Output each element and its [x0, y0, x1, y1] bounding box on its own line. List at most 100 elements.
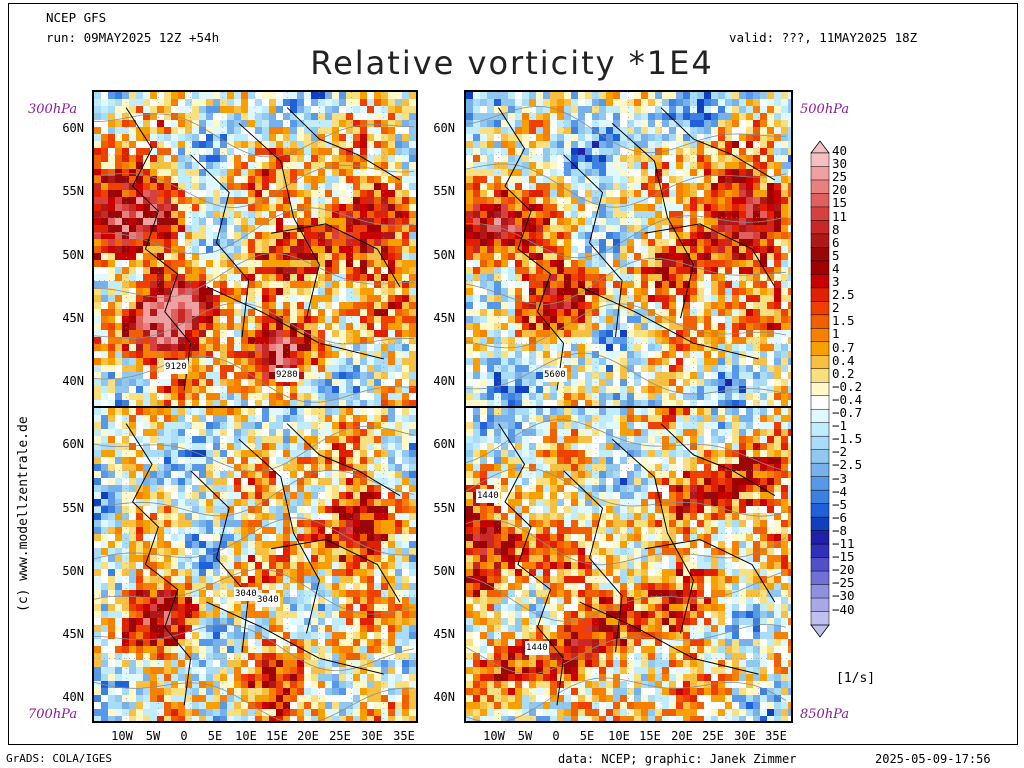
colorbar-label: −40: [832, 601, 855, 617]
latitude-tick-label: 60N: [62, 121, 84, 135]
longitude-tick-label: 10W: [111, 729, 133, 743]
colorbar-label: −0.2: [832, 378, 863, 394]
vorticity-field: [94, 408, 416, 721]
colorbar-label: −4: [832, 483, 848, 499]
colorbar-swatch: [810, 260, 830, 275]
software-credit: GrADS: COLA/IGES: [6, 752, 112, 765]
border-line: [498, 107, 565, 391]
colorbar-swatch: [810, 233, 830, 248]
border-line: [563, 470, 623, 653]
colorbar-label: −2: [832, 444, 848, 460]
border-line: [190, 470, 250, 653]
colorbar-swatch: [810, 530, 830, 545]
level-label-700: 700hPa: [28, 707, 78, 722]
colorbar-swatch: [810, 314, 830, 329]
colorbar-label: −1.5: [832, 431, 863, 447]
colorbar-swatch: [810, 341, 830, 356]
colorbar-label: −6: [832, 509, 848, 525]
colorbar-label: −11: [832, 536, 855, 551]
latitude-tick-label: 55N: [62, 501, 84, 515]
colorbar-max-arrow: [810, 140, 830, 154]
latitude-tick-label: 40N: [433, 374, 455, 388]
colorbar-label: 8: [832, 221, 840, 237]
height-contour: [466, 352, 787, 395]
contour-label: 3040: [256, 593, 280, 607]
latitude-tick-label: 60N: [433, 437, 455, 451]
height-contour: [94, 568, 415, 615]
height-contour: [466, 624, 787, 675]
border-line: [271, 223, 401, 287]
longitude-tick-label: 30E: [734, 729, 756, 743]
colorbar-label: −8: [832, 522, 848, 538]
colorbar-swatch: [810, 152, 830, 168]
height-contour: [466, 519, 787, 566]
colorbar-units: [1/s]: [836, 671, 876, 686]
border-line: [286, 423, 401, 497]
latitude-tick-label: 55N: [433, 184, 455, 198]
border-line: [660, 107, 776, 181]
colorbar-label: −30: [832, 588, 855, 604]
website-credit: (c) www.modellzentrale.de: [16, 416, 31, 612]
vorticity-field: [466, 408, 791, 721]
longitude-tick-label: 0: [552, 729, 560, 743]
vorticity-field: [94, 92, 416, 406]
colorbar-swatch: [810, 287, 830, 302]
timestamp: 2025-05-09-17:56: [875, 752, 991, 766]
colorbar-swatch: [810, 301, 830, 316]
colorbar-label: −25: [832, 575, 855, 591]
height-contour: [466, 215, 787, 259]
border-line: [498, 423, 565, 706]
colorbar-label: −5: [832, 496, 848, 512]
height-contour: [94, 624, 415, 672]
border-line: [190, 154, 250, 337]
height-contour: [94, 207, 415, 255]
colorbar-swatch: [810, 274, 830, 289]
height-contour: [94, 164, 415, 208]
latitude-tick-label: 45N: [62, 311, 84, 325]
colorbar-label: 11: [832, 208, 848, 224]
colorbar-label: −3: [832, 470, 848, 486]
border-line: [660, 423, 776, 497]
border-line: [563, 154, 623, 337]
colorbar-label: 2: [832, 300, 840, 316]
colorbar-swatch: [810, 557, 830, 572]
colorbar-label: 40: [832, 143, 848, 158]
map-panel-700hpa: [92, 406, 418, 723]
height-contour: [94, 469, 415, 517]
contour-label: 3040: [234, 587, 258, 601]
colorbar-swatch: [810, 503, 830, 518]
colorbar-label: −1: [832, 418, 848, 434]
colorbar-label: 30: [832, 156, 848, 172]
colorbar-swatch: [810, 543, 830, 559]
colorbar-swatch: [810, 435, 830, 451]
longitude-tick-label: 15E: [639, 729, 661, 743]
colorbar-swatch: [810, 395, 830, 410]
latitude-tick-label: 50N: [62, 564, 84, 578]
colorbar-label: −20: [832, 562, 855, 578]
longitude-tick-label: 30E: [361, 729, 383, 743]
colorbar-swatch: [810, 220, 830, 235]
colorbar-label: 1: [832, 326, 840, 342]
height-contour: [466, 257, 787, 305]
colorbar: [810, 140, 830, 638]
map-panel-850hpa: [464, 406, 793, 723]
colorbar-label: −15: [832, 549, 855, 565]
model-name: NCEP GFS: [46, 10, 107, 25]
longitude-tick-label: 25E: [702, 729, 724, 743]
colorbar-swatch: [810, 462, 830, 478]
longitude-tick-label: 10E: [235, 729, 257, 743]
latitude-tick-label: 50N: [62, 248, 84, 262]
latitude-tick-label: 40N: [62, 374, 84, 388]
height-contour: [94, 253, 415, 298]
longitude-tick-label: 5E: [579, 729, 595, 743]
colorbar-swatch: [810, 516, 830, 532]
border-line: [644, 538, 776, 603]
latitude-tick-label: 50N: [433, 564, 455, 578]
colorbar-swatch: [810, 570, 830, 586]
latitude-tick-label: 45N: [62, 627, 84, 641]
colorbar-swatch: [810, 368, 830, 383]
colorbar-swatch: [810, 355, 830, 370]
latitude-tick-label: 55N: [62, 184, 84, 198]
colorbar-swatch: [810, 382, 830, 397]
colorbar-label: 0.2: [832, 365, 855, 381]
